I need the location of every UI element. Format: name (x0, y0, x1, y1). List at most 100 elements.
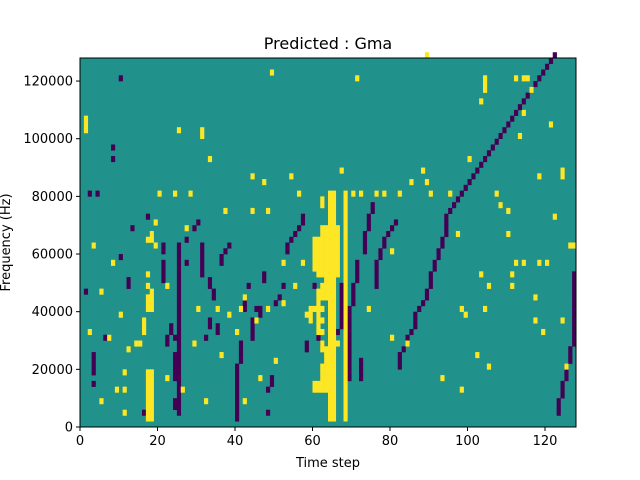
heatmap-cell-high (440, 375, 445, 382)
heatmap-cell-low (227, 242, 232, 249)
heatmap-cell-low (176, 369, 182, 376)
heatmap-cell-low (428, 271, 433, 278)
heatmap-cell-high (145, 375, 151, 382)
heatmap-cell-high (331, 346, 337, 353)
heatmap-cell-high (320, 340, 325, 347)
heatmap-cell-high (506, 230, 511, 238)
heatmap-cell-high (324, 294, 329, 301)
axes-frame (79, 57, 577, 428)
heatmap-cell-high (328, 369, 333, 376)
heatmap-cell-low (347, 311, 352, 318)
heatmap-cell-high (328, 230, 333, 238)
heatmap-cell-low (176, 357, 182, 364)
heatmap-cell-low (347, 328, 352, 336)
heatmap-cell-high (328, 271, 333, 278)
heatmap-cell-high (145, 380, 151, 387)
heatmap-cell-high (262, 179, 267, 186)
heatmap-cell-low (452, 202, 457, 209)
heatmap-cell-high (316, 328, 321, 336)
heatmap-cell-low (424, 294, 430, 301)
heatmap-cell-high (483, 81, 488, 88)
heatmap-cell-low (572, 340, 577, 347)
heatmap-cell-low (235, 392, 240, 399)
heatmap-cell-low (176, 317, 182, 324)
heatmap-cell-high (343, 277, 348, 284)
heatmap-cell-high (87, 328, 92, 336)
heatmap-cell-high (324, 277, 329, 284)
heatmap-cell-high (176, 127, 182, 134)
heatmap-cell-high (316, 265, 321, 272)
heatmap-cell-high (328, 375, 333, 382)
heatmap-cell-high (142, 317, 147, 324)
heatmap-cell-low (359, 375, 364, 382)
heatmap-cell-low (545, 63, 550, 70)
heatmap-cell-high (165, 375, 170, 382)
heatmap-cell-high (122, 409, 127, 416)
heatmap-cell-low (397, 357, 402, 364)
heatmap-cell-high (397, 190, 402, 197)
heatmap-cell-low (173, 334, 178, 341)
heatmap-cell-high (328, 380, 333, 387)
heatmap-cell-high (483, 305, 488, 312)
heatmap-cell-high (281, 259, 286, 266)
heatmap-cell-high (355, 75, 360, 82)
heatmap-cell-high (335, 254, 340, 261)
chart-title: Predicted : Gma (264, 34, 392, 53)
heatmap-cell-high (149, 403, 154, 411)
heatmap-cell-high (328, 248, 333, 255)
heatmap-cell-high (331, 363, 337, 370)
heatmap-cell-high (83, 127, 89, 134)
heatmap-cell-low (118, 75, 123, 82)
heatmap-cell-high (328, 328, 333, 336)
heatmap-cell-high (343, 415, 348, 422)
heatmap-cell-low (173, 363, 178, 370)
y-tick-label: 80000 (32, 190, 73, 205)
heatmap-cell-low (169, 323, 174, 330)
x-tick-label: 60 (304, 434, 321, 449)
heatmap-cell-low (347, 340, 352, 347)
heatmap-cell-high (149, 380, 154, 387)
heatmap-cell-low (173, 403, 178, 411)
heatmap-cell-low (142, 409, 147, 416)
heatmap-cell-low (219, 259, 224, 266)
heatmap-cell-high (145, 294, 151, 301)
heatmap-cell-high (320, 305, 325, 312)
heatmap-cell-high (107, 334, 112, 341)
heatmap-cell-high (145, 415, 151, 422)
y-tick-label: 0 (65, 421, 73, 436)
heatmap-cell-high (331, 248, 337, 255)
heatmap-cell-high (316, 259, 321, 266)
heatmap-cell-low (223, 248, 228, 255)
heatmap-cell-high (343, 219, 348, 226)
heatmap-cell-low (235, 403, 240, 411)
heatmap-cell-high (83, 115, 89, 122)
heatmap-cell-high (316, 236, 321, 243)
heatmap-cell-low (173, 398, 178, 405)
heatmap-cell-high (331, 294, 337, 301)
heatmap-cell-low (421, 300, 426, 307)
heatmap-cell-high (324, 288, 329, 295)
heatmap-cell-high (331, 375, 337, 382)
heatmap-cell-high (328, 207, 333, 214)
heatmap-cell-low (87, 190, 92, 197)
heatmap-cell-high (324, 248, 329, 255)
heatmap-cell-low (176, 288, 182, 295)
heatmap-cell-low (393, 219, 399, 226)
heatmap-cell-high (475, 352, 480, 359)
heatmap-cell-low (161, 265, 166, 272)
heatmap-cell-high (331, 259, 337, 266)
heatmap-cell-high (331, 213, 337, 220)
heatmap-cell-high (316, 242, 321, 249)
heatmap-cell-high (343, 265, 348, 272)
heatmap-cell-low (362, 248, 368, 255)
heatmap-cell-high (304, 311, 309, 318)
heatmap-cell-low (347, 317, 352, 324)
heatmap-cell-high (145, 398, 151, 405)
heatmap-cell-high (324, 357, 329, 364)
heatmap-cell-high (293, 282, 298, 289)
heatmap-cell-high (308, 311, 313, 318)
heatmap-cell-low (235, 409, 240, 416)
heatmap-cell-low (351, 294, 356, 301)
heatmap-cell-low (347, 369, 352, 376)
heatmap-cell-low (572, 334, 577, 341)
